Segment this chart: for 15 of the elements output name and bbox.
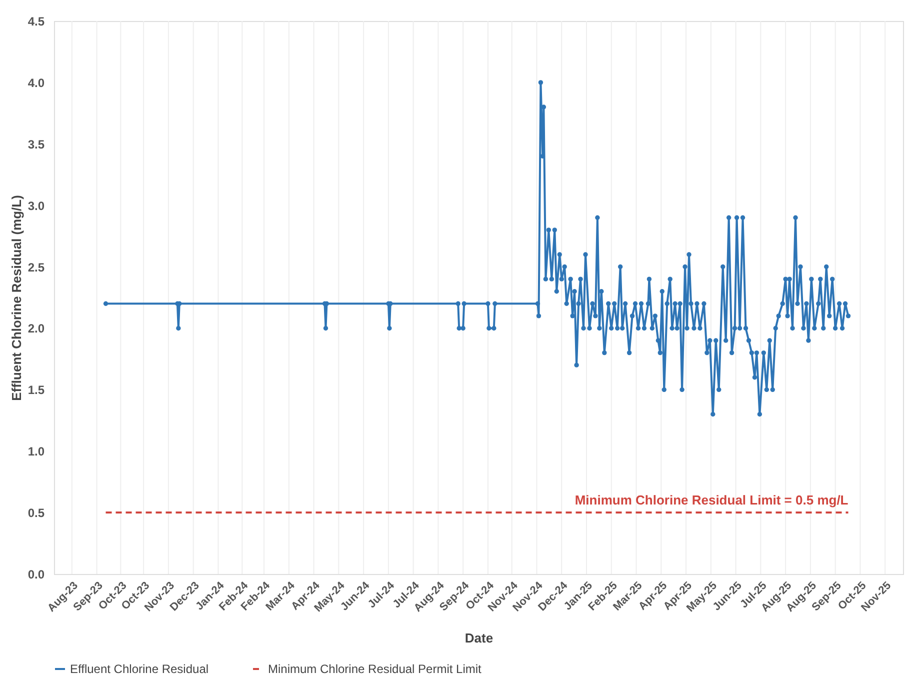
y-tick-label: 4.5 — [28, 14, 45, 28]
y-tick-label: 2.0 — [28, 322, 45, 336]
y-tick-label: 3.5 — [28, 137, 45, 152]
y-tick-label: 4.0 — [28, 76, 45, 90]
x-axis-title: Date — [464, 630, 494, 646]
y-axis-title: Effluent Chlorine Residual (mg/L) — [8, 195, 24, 401]
legend-label: Effluent Chlorine Residual — [70, 662, 209, 676]
legend-label: Minimum Chlorine Residual Permit Limit — [268, 662, 482, 676]
y-tick-label: 0.0 — [28, 568, 45, 582]
y-tick-label: 0.5 — [28, 506, 45, 520]
y-tick-label: 1.0 — [28, 444, 45, 459]
y-tick-label: 3.0 — [28, 198, 45, 213]
y-tick-label: 1.5 — [28, 383, 45, 398]
annotation: Minimum Chlorine Residual Limit = 0.5 mg/L — [574, 492, 848, 508]
y-tick-label: 2.5 — [28, 260, 45, 274]
